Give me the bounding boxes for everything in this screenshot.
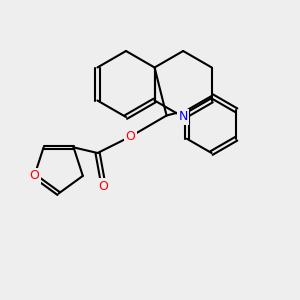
Text: O: O (99, 179, 109, 193)
Text: N: N (178, 110, 188, 124)
Text: O: O (29, 169, 39, 182)
Text: O: O (126, 130, 136, 143)
